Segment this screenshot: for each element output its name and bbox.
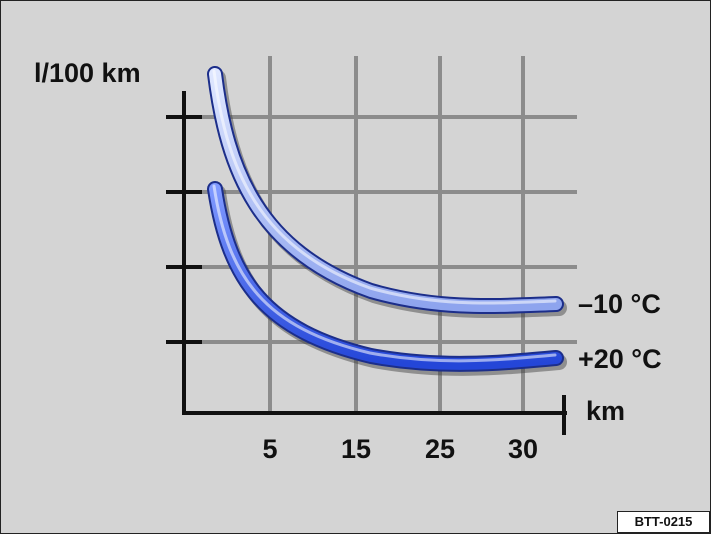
series-label-cold: –10 °C xyxy=(578,289,661,319)
curve-highlight xyxy=(212,184,557,363)
figure-code: BTT-0215 xyxy=(617,511,710,533)
x-tick-label: 5 xyxy=(262,434,277,464)
series-label-warm: +20 °C xyxy=(578,344,662,374)
series-curve-warm xyxy=(207,181,567,376)
axes xyxy=(166,91,567,435)
x-tick-label: 15 xyxy=(341,434,371,464)
x-tick-label: 25 xyxy=(425,434,455,464)
y-axis-title: l/100 km xyxy=(34,58,141,88)
curve-highlight xyxy=(212,69,557,305)
series-curve-cold xyxy=(207,66,567,319)
curves xyxy=(207,66,567,376)
x-axis-title: km xyxy=(586,396,625,426)
x-tick-label: 30 xyxy=(508,434,538,464)
